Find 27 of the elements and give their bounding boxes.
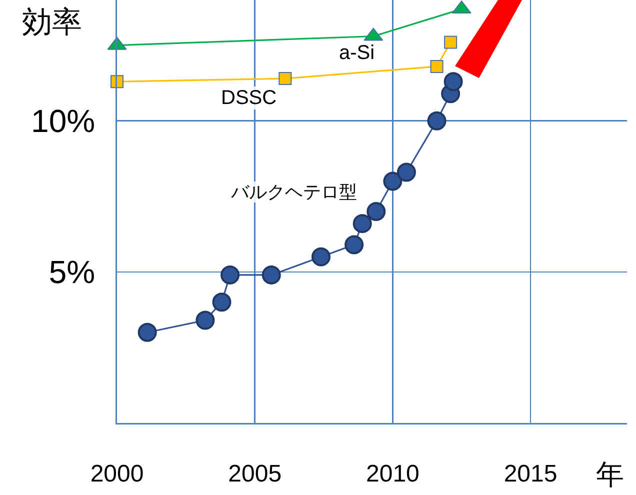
point xyxy=(196,310,215,330)
series-label: a-Si xyxy=(339,42,375,64)
x-tick-label: 2005 xyxy=(228,460,282,488)
point xyxy=(444,72,463,92)
y-axis-title: 効率 xyxy=(22,6,82,39)
point xyxy=(352,214,372,234)
y-tick-label: 5% xyxy=(48,254,96,290)
y-tick-label: 10% xyxy=(31,103,96,140)
point xyxy=(220,265,240,284)
point xyxy=(138,322,157,342)
x-tick-label: 2015 xyxy=(504,460,558,488)
point xyxy=(262,265,281,284)
point xyxy=(383,172,402,191)
point xyxy=(278,72,292,86)
point xyxy=(344,235,364,254)
series-label: バルクヘテロ型 xyxy=(230,182,357,202)
point xyxy=(430,60,444,73)
point xyxy=(427,111,446,130)
point xyxy=(396,162,416,182)
series-label: DSSC xyxy=(221,87,277,109)
point xyxy=(444,36,458,49)
x-tick-label: 2000 xyxy=(90,460,144,488)
point xyxy=(212,292,232,312)
x-tick-label: 2010 xyxy=(366,460,420,488)
point xyxy=(312,247,330,266)
x-axis-title: 年 xyxy=(596,459,624,490)
point xyxy=(366,202,386,221)
